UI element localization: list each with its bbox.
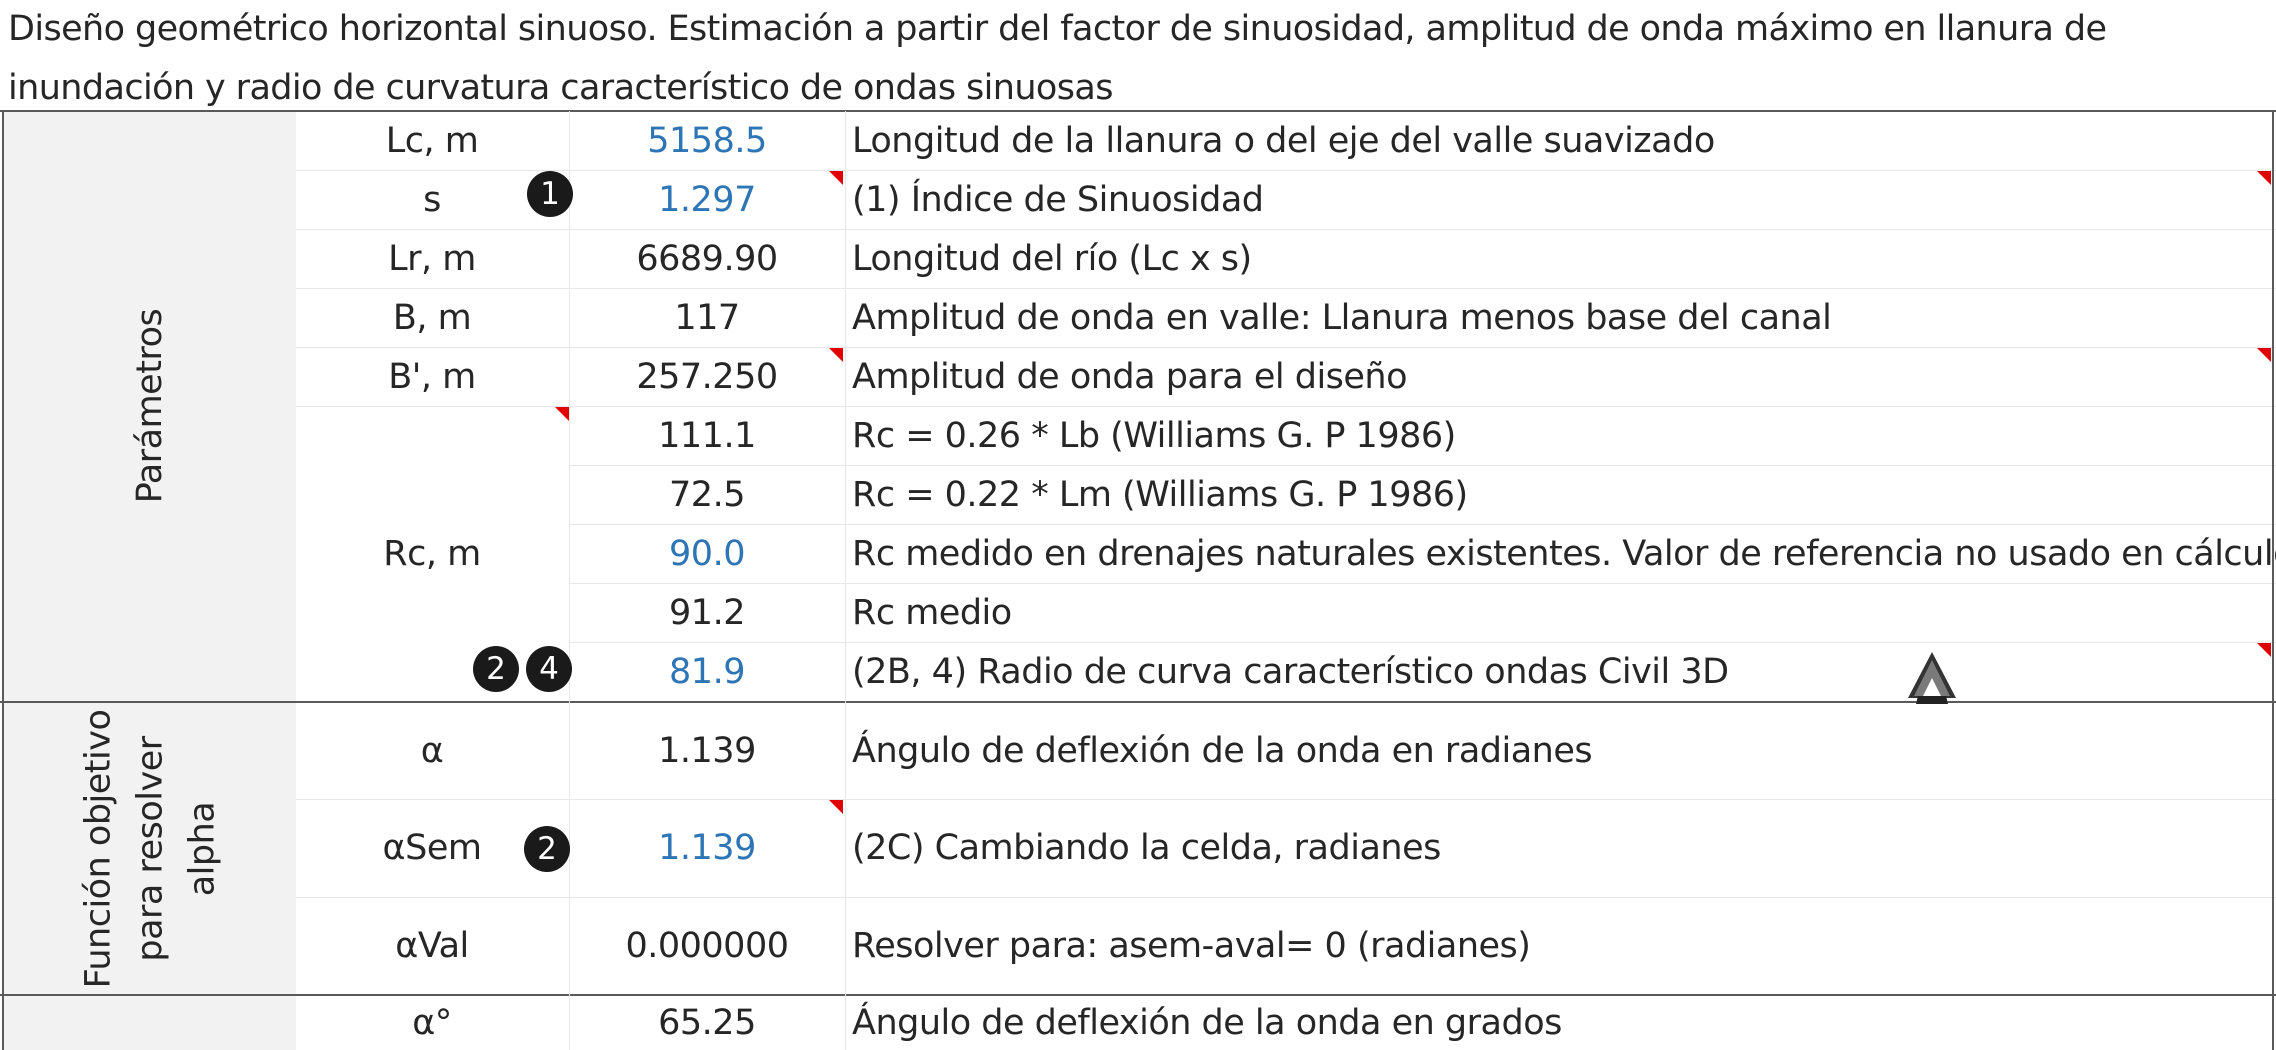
comment-indicator-icon[interactable] — [829, 348, 843, 362]
row-divider — [296, 799, 2276, 800]
row-divider — [296, 406, 2276, 407]
row-divider — [570, 642, 2276, 643]
row-divider — [296, 347, 2276, 348]
param-value-s[interactable]: 1.297 — [658, 179, 756, 220]
step-badge-1: 1 — [527, 171, 573, 217]
column-divider — [845, 111, 846, 1050]
param-name-s[interactable]: s — [423, 179, 441, 220]
param-name-alpha-sem[interactable]: αSem — [382, 828, 482, 868]
param-value-b[interactable]: 117 — [674, 297, 740, 338]
param-value-rc-medido[interactable]: 90.0 — [669, 533, 745, 574]
row-divider — [296, 288, 2276, 289]
param-name-b[interactable]: B, m — [392, 297, 472, 338]
section-band-parametros — [4, 111, 296, 701]
param-desc-alpha-sem[interactable]: (2C) Cambiando la celda, radianes — [852, 828, 1441, 868]
row-divider — [296, 170, 2276, 171]
comment-indicator-icon[interactable] — [2257, 348, 2271, 362]
param-value-rc-medio[interactable]: 91.2 — [669, 592, 745, 633]
page-title: Diseño geométrico horizontal sinuoso. Es… — [8, 9, 2107, 108]
comment-indicator-icon[interactable] — [829, 171, 843, 185]
table-right-border — [2272, 110, 2274, 1050]
param-desc-alpha-val[interactable]: Resolver para: asem-aval= 0 (radianes) — [852, 925, 1531, 966]
param-name-lr[interactable]: Lr, m — [388, 238, 476, 279]
section-band-funcion-objetivo — [4, 703, 296, 994]
param-value-alpha[interactable]: 1.139 — [658, 731, 756, 771]
section-label-parametros: Parámetros — [129, 308, 170, 504]
step-badge-4: 4 — [526, 646, 572, 692]
step-badge-2-alpha: 2 — [524, 826, 570, 872]
autocad-civil-3d-icon — [1908, 652, 1956, 704]
row-divider — [570, 465, 2276, 466]
param-name-b-prime[interactable]: B', m — [388, 356, 476, 397]
param-value-alpha-deg[interactable]: 65.25 — [658, 1003, 756, 1043]
param-desc-rc-civil3d[interactable]: (2B, 4) Radio de curva característico on… — [852, 651, 1729, 692]
param-value-rc-civil3d[interactable]: 81.9 — [669, 651, 745, 692]
param-value-alpha-sem[interactable]: 1.139 — [658, 828, 756, 868]
comment-indicator-icon[interactable] — [2257, 171, 2271, 185]
param-desc-rc-medio[interactable]: Rc medio — [852, 592, 1012, 633]
param-name-alpha-deg[interactable]: α° — [412, 1003, 452, 1043]
table-left-border — [2, 110, 4, 1050]
param-desc-s[interactable]: (1) Índice de Sinuosidad — [852, 179, 1264, 220]
param-value-rc-lb[interactable]: 111.1 — [658, 415, 756, 456]
section-band-resultados — [4, 996, 296, 1050]
param-value-lc[interactable]: 5158.5 — [647, 120, 767, 161]
param-desc-rc-medido[interactable]: Rc medido en drenajes naturales existent… — [852, 533, 2276, 574]
section-border — [0, 110, 2276, 112]
row-divider — [570, 524, 2276, 525]
comment-indicator-icon[interactable] — [2257, 643, 2271, 657]
param-desc-b[interactable]: Amplitud de onda en valle: Llanura menos… — [852, 297, 1832, 338]
param-desc-lr[interactable]: Longitud del río (Lc x s) — [852, 238, 1252, 279]
comment-indicator-icon[interactable] — [555, 407, 569, 421]
step-badge-2: 2 — [473, 646, 519, 692]
column-divider — [569, 111, 570, 1050]
comment-indicator-icon[interactable] — [829, 800, 843, 814]
param-value-rc-lm[interactable]: 72.5 — [669, 474, 745, 515]
param-name-rc[interactable]: Rc, m — [383, 533, 481, 574]
param-name-lc[interactable]: Lc, m — [385, 120, 479, 161]
param-name-alpha[interactable]: α — [420, 731, 444, 771]
param-desc-alpha[interactable]: Ángulo de deflexión de la onda en radian… — [852, 731, 1593, 771]
param-value-alpha-val[interactable]: 0.000000 — [625, 925, 789, 966]
section-border — [0, 994, 2276, 996]
param-desc-rc-lb[interactable]: Rc = 0.26 * Lb (Williams G. P 1986) — [852, 415, 1456, 456]
section-border — [0, 701, 2276, 703]
section-label-funcion-objetivo: Función objetivo para resolver alpha — [77, 709, 222, 988]
param-value-b-prime[interactable]: 257.250 — [636, 356, 778, 397]
row-divider — [570, 583, 2276, 584]
param-value-lr[interactable]: 6689.90 — [636, 238, 778, 279]
param-name-alpha-val[interactable]: αVal — [395, 925, 469, 966]
row-divider — [296, 897, 2276, 898]
param-desc-lc[interactable]: Longitud de la llanura o del eje del val… — [852, 120, 1715, 161]
row-divider — [296, 229, 2276, 230]
param-desc-rc-lm[interactable]: Rc = 0.22 * Lm (Williams G. P 1986) — [852, 474, 1468, 515]
param-desc-b-prime[interactable]: Amplitud de onda para el diseño — [852, 356, 1408, 397]
param-desc-alpha-deg[interactable]: Ángulo de deflexión de la onda en grados — [852, 1003, 1562, 1043]
